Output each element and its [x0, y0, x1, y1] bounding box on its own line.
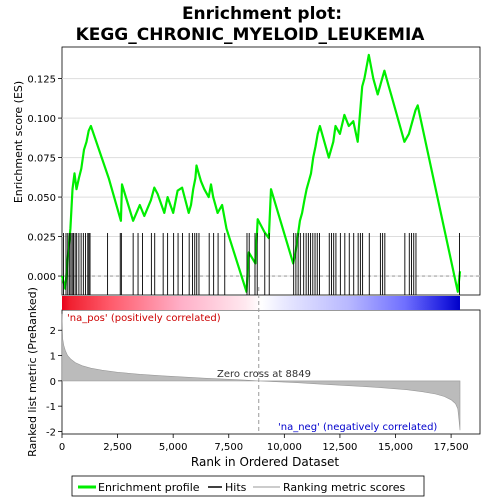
es-tick-label: 0.000: [27, 272, 56, 283]
neg-correlated-label: 'na_neg' (negatively correlated): [278, 422, 437, 433]
zero-cross-label: Zero cross at 8849: [217, 369, 311, 380]
es-tick-label: 0.075: [27, 154, 56, 165]
es-tick-label: 0.100: [27, 114, 56, 125]
x-tick-label: 2,500: [103, 442, 132, 453]
chart-title-line2: KEGG_CHRONIC_MYELOID_LEUKEMIA: [76, 25, 426, 45]
legend-es-label: Enrichment profile: [98, 481, 200, 494]
es-axis-label: Enrichment score (ES): [12, 81, 25, 203]
es-tick-label: 0.125: [27, 75, 56, 86]
es-y-ticks: 0.000 0.025 0.050 0.075 0.100 0.125: [27, 75, 62, 283]
metric-tick-label: 2: [50, 326, 56, 337]
es-tick-label: 0.025: [27, 233, 56, 244]
pos-correlated-label: 'na_pos' (positively correlated): [67, 313, 221, 324]
hit-markers: [64, 233, 460, 295]
rank-colorbar: [62, 296, 460, 310]
metric-tick-label: 0: [50, 377, 56, 388]
chart-title-line1: Enrichment plot:: [182, 4, 342, 24]
es-panel-frame: [62, 47, 480, 295]
metric-y-ticks: -2 -1 0 1 2: [46, 326, 62, 438]
x-axis-label: Rank in Ordered Dataset: [191, 455, 339, 469]
x-tick-label: 12,500: [322, 442, 357, 453]
legend-hits-label: Hits: [225, 481, 247, 494]
legend: Enrichment profile Hits Ranking metric s…: [72, 476, 424, 496]
es-tick-label: 0.050: [27, 193, 56, 204]
colorbar-rect: [62, 296, 460, 310]
metric-tick-label: -1: [46, 402, 56, 413]
x-tick-label: 5,000: [159, 442, 188, 453]
metric-tick-label: 1: [50, 352, 56, 363]
metric-axis-label: Ranked list metric (PreRanked): [26, 287, 39, 457]
x-tick-label: 17,500: [434, 442, 469, 453]
x-tick-label: 0: [59, 442, 65, 453]
x-tick-label: 15,000: [378, 442, 413, 453]
x-tick-label: 7,500: [214, 442, 243, 453]
metric-tick-label: -2: [46, 427, 56, 438]
x-tick-label: 10,000: [267, 442, 302, 453]
x-ticks: 0 2,500 5,000 7,500 10,000 12,500 15,000 17,500: [59, 434, 469, 453]
legend-metric-label: Ranking metric scores: [283, 481, 405, 494]
